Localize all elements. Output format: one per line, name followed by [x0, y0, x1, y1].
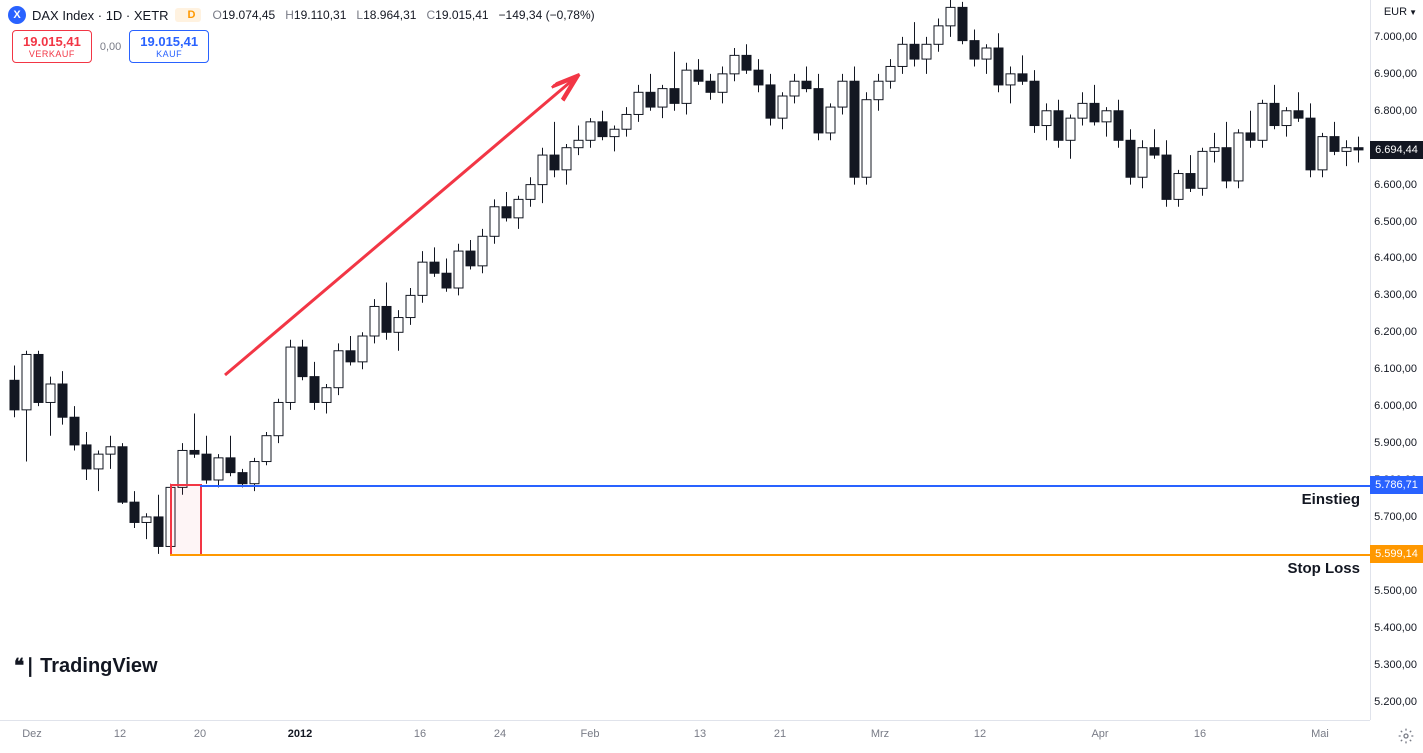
x-axis-tick: 21	[774, 728, 786, 740]
y-axis-tick: 5.700,00	[1374, 511, 1417, 523]
x-axis-tick: 13	[694, 728, 706, 740]
candlestick-svg	[0, 0, 1370, 720]
chart-canvas[interactable]: Einstieg Stop Loss ❝❘ TradingView	[0, 0, 1370, 720]
x-axis-tick: Dez	[22, 728, 42, 740]
x-axis-tick: 20	[194, 728, 206, 740]
x-axis-tick: Feb	[581, 728, 600, 740]
pattern-highlight-box	[170, 484, 202, 556]
chevron-down-icon: ▼	[1409, 8, 1417, 17]
settings-icon[interactable]	[1397, 727, 1415, 745]
y-axis-tick: 6.100,00	[1374, 363, 1417, 375]
y-axis-tick: 5.400,00	[1374, 622, 1417, 634]
entry-annotation: Einstieg	[1302, 491, 1360, 508]
stop-annotation: Stop Loss	[1287, 560, 1360, 577]
time-axis[interactable]: Dez 12 20 2012 16 24 Feb 13 21 Mrz 12 Apr 16 Mai	[0, 720, 1370, 753]
x-axis-tick: 2012	[288, 728, 312, 740]
tradingview-logo[interactable]: ❝❘ TradingView	[14, 655, 158, 678]
entry-line[interactable]	[200, 485, 1370, 487]
y-axis-tick: 6.000,00	[1374, 400, 1417, 412]
x-axis-tick: 16	[414, 728, 426, 740]
x-axis-tick: 16	[1194, 728, 1206, 740]
y-axis-tick: 6.300,00	[1374, 289, 1417, 301]
y-axis-tick: 6.800,00	[1374, 105, 1417, 117]
tv-logo-icon: ❝❘	[14, 655, 36, 678]
x-axis-tick: 12	[114, 728, 126, 740]
y-axis-tick: 6.600,00	[1374, 179, 1417, 191]
y-axis-tick: 6.200,00	[1374, 326, 1417, 338]
y-axis-tick: 7.000,00	[1374, 31, 1417, 43]
y-axis-tick: 5.900,00	[1374, 437, 1417, 449]
y-axis-tick: 6.500,00	[1374, 216, 1417, 228]
stop-price-tag: 5.599,14	[1370, 545, 1423, 563]
x-axis-tick: Apr	[1091, 728, 1108, 740]
stop-loss-line[interactable]	[170, 554, 1370, 556]
currency-label[interactable]: EUR ▼	[1384, 6, 1417, 18]
x-axis-tick: 12	[974, 728, 986, 740]
x-axis-tick: 24	[494, 728, 506, 740]
x-axis-tick: Mai	[1311, 728, 1329, 740]
y-axis-tick: 6.900,00	[1374, 68, 1417, 80]
y-axis-tick: 5.300,00	[1374, 659, 1417, 671]
x-axis-tick: Mrz	[871, 728, 889, 740]
price-axis[interactable]: EUR ▼ 7.000,006.900,006.800,006.700,006.…	[1370, 0, 1423, 720]
current-price-tag: 6.694,44	[1370, 141, 1423, 159]
entry-price-tag: 5.786,71	[1370, 476, 1423, 494]
y-axis-tick: 5.500,00	[1374, 585, 1417, 597]
y-axis-tick: 5.200,00	[1374, 696, 1417, 708]
y-axis-tick: 6.400,00	[1374, 252, 1417, 264]
